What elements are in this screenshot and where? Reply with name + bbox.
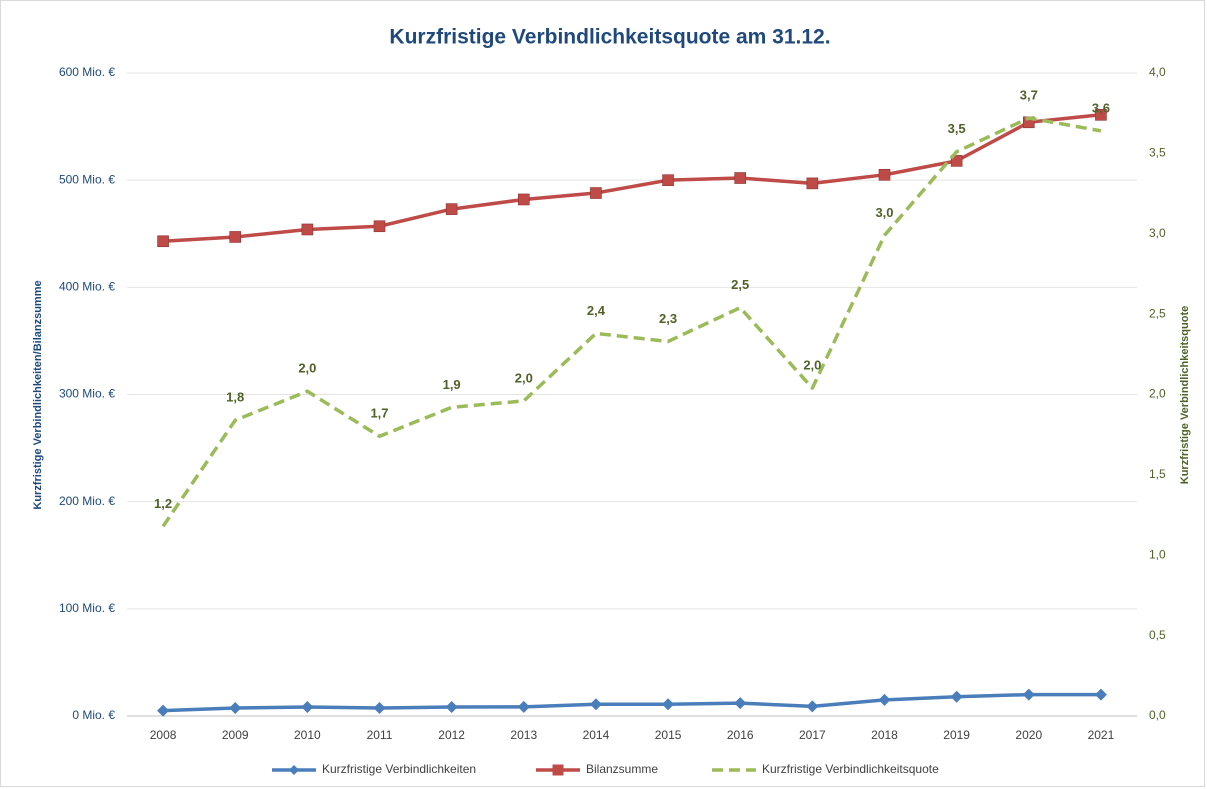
y2-tick-label: 2,5	[1149, 306, 1166, 320]
point	[1022, 688, 1035, 701]
x-tick-label: 2020	[1015, 728, 1042, 742]
legend-label: Bilanzsumme	[586, 762, 658, 776]
data-label: 2,3	[659, 311, 677, 326]
point	[517, 700, 530, 713]
y2-tick-label: 3,5	[1149, 146, 1166, 160]
point	[157, 704, 170, 717]
x-tick-label: 2010	[294, 728, 321, 742]
x-tick-label: 2015	[655, 728, 682, 742]
point	[806, 700, 819, 713]
point	[662, 698, 675, 711]
legend-item: Bilanzsumme	[536, 762, 658, 776]
point	[589, 698, 602, 711]
x-tick-label: 2009	[222, 728, 249, 742]
y-tick-label: 0 Mio. €	[72, 708, 115, 722]
data-label: 1,2	[154, 496, 172, 511]
x-tick-label: 2017	[799, 728, 826, 742]
point	[373, 701, 386, 714]
series-line	[163, 692, 1101, 713]
x-tick-label: 2008	[150, 728, 177, 742]
legend-label: Kurzfristige Verbindlichkeitsquote	[762, 762, 939, 776]
y-tick-label: 300 Mio. €	[59, 387, 115, 401]
y-tick-label: 200 Mio. €	[59, 494, 115, 508]
legend-item: Kurzfristige Verbindlichkeitsquote	[712, 762, 939, 776]
y2-tick-label: 2,0	[1149, 387, 1166, 401]
y-tick-label: 400 Mio. €	[59, 280, 115, 294]
point	[878, 169, 891, 181]
y2-tick-label: 3,0	[1149, 226, 1166, 240]
point	[157, 235, 169, 248]
data-label: 3,5	[948, 121, 966, 136]
point	[950, 690, 963, 703]
x-tick-label: 2012	[438, 728, 465, 742]
legend-item: Kurzfristige Verbindlichkeiten	[272, 762, 476, 776]
data-label: 3,0	[875, 205, 893, 220]
point	[806, 177, 819, 190]
point	[662, 174, 674, 186]
x-tick-label: 2019	[943, 728, 970, 742]
y-tick-label: 100 Mio. €	[59, 601, 115, 615]
point	[301, 223, 314, 236]
point	[878, 693, 891, 706]
data-label: 2,4	[587, 303, 606, 318]
point	[734, 172, 747, 184]
x-tick-label: 2018	[871, 728, 898, 742]
series-line	[161, 116, 1102, 528]
x-tick-label: 2014	[583, 728, 610, 742]
data-label: 3,7	[1020, 87, 1038, 102]
data-label: 2,0	[298, 361, 316, 376]
point	[445, 203, 458, 215]
data-label: 2,0	[515, 370, 533, 385]
data-label: 1,7	[370, 406, 388, 421]
y2-tick-label: 0,0	[1149, 708, 1166, 722]
y-tick-label: 600 Mio. €	[59, 65, 115, 79]
data-label: 1,8	[226, 390, 244, 405]
x-tick-label: 2021	[1088, 728, 1115, 742]
point	[301, 700, 314, 713]
point	[1095, 108, 1107, 121]
legend-marker	[552, 764, 564, 776]
y2-tick-label: 1,5	[1149, 467, 1166, 481]
point	[445, 700, 458, 713]
point	[734, 697, 747, 710]
data-label: 2,0	[803, 358, 821, 373]
data-label: 1,9	[443, 377, 461, 392]
x-tick-label: 2011	[367, 728, 393, 742]
y2-tick-label: 1,0	[1149, 547, 1166, 561]
y-tick-label: 500 Mio. €	[59, 172, 115, 186]
point	[229, 701, 242, 714]
point	[229, 231, 242, 243]
point	[1094, 688, 1107, 701]
y-axis-title: Kurzfristige Verbindlichkeiten/Bilanzsum…	[32, 280, 44, 509]
point	[950, 155, 963, 167]
data-label: 2,5	[731, 277, 749, 292]
data-label: 3,6	[1092, 100, 1110, 115]
legend-marker	[289, 765, 299, 775]
point	[373, 220, 386, 233]
y2-tick-label: 4,0	[1149, 65, 1166, 79]
point	[517, 193, 530, 206]
legend-label: Kurzfristige Verbindlichkeiten	[322, 762, 476, 776]
x-tick-label: 2013	[510, 728, 537, 742]
y2-axis-title: Kurzfristige Verbindlichkeitsquote	[1179, 306, 1191, 484]
point	[590, 187, 602, 199]
y2-tick-label: 0,5	[1149, 628, 1166, 642]
chart-title: Kurzfristige Verbindlichkeitsquote am 31…	[389, 26, 830, 49]
x-tick-label: 2016	[727, 728, 754, 742]
